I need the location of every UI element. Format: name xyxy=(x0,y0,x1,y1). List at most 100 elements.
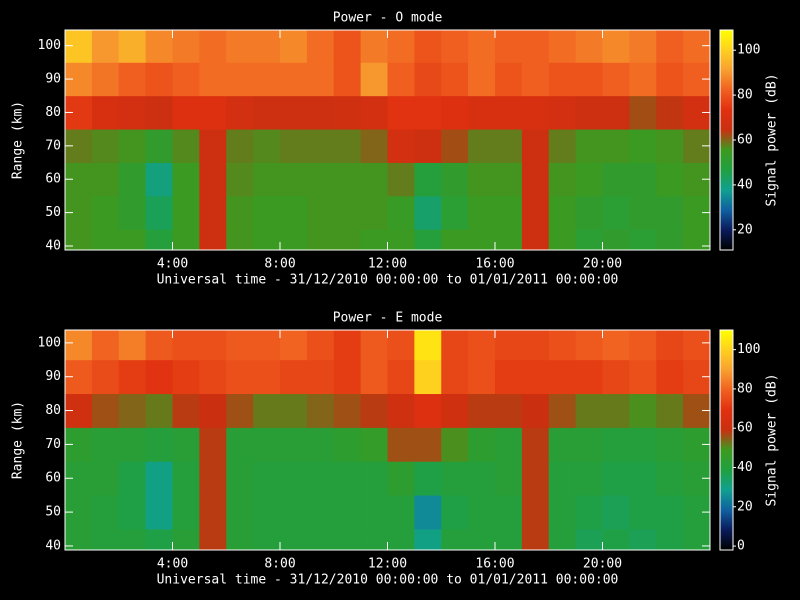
heatmap-cell xyxy=(91,129,120,163)
heatmap-cell xyxy=(333,461,362,496)
heatmap-cell xyxy=(253,393,281,428)
heatmap-cell xyxy=(441,330,469,361)
heatmap-cell xyxy=(495,359,523,395)
heatmap-cell xyxy=(468,495,496,530)
heatmap-cell xyxy=(306,330,335,361)
heatmap-cell xyxy=(91,461,120,496)
heatmap-cell xyxy=(414,427,442,462)
heatmap-cell xyxy=(172,461,200,496)
heatmap-cell xyxy=(548,529,577,551)
heatmap-cell xyxy=(199,461,227,496)
heatmap-cell xyxy=(306,129,335,163)
heatmap-cell xyxy=(253,129,281,163)
heatmap-cell xyxy=(280,330,308,361)
heatmap-cell xyxy=(629,359,657,395)
heatmap-cell xyxy=(333,529,362,551)
heatmap-cell xyxy=(306,95,335,130)
heatmap-cell xyxy=(65,529,93,551)
heatmap-cell xyxy=(91,162,120,197)
heatmap-cell xyxy=(118,195,147,230)
colorbar-label: Signal power (dB) xyxy=(765,73,780,206)
heatmap-cell xyxy=(172,30,200,63)
colorbar xyxy=(719,29,734,251)
heatmap-cell xyxy=(333,427,362,462)
heatmap-cell xyxy=(91,95,120,130)
heatmap-cell xyxy=(575,330,603,361)
heatmap-cell xyxy=(306,529,335,551)
heatmap-cell xyxy=(360,30,388,63)
heatmap-cell xyxy=(280,195,308,230)
heatmap-cell xyxy=(199,427,227,462)
heatmap-cell xyxy=(468,195,496,230)
heatmap-cell xyxy=(441,95,469,130)
heatmap-cell xyxy=(253,461,281,496)
heatmap-cell xyxy=(333,495,362,530)
heatmap-cell xyxy=(468,62,496,97)
heatmap-cell xyxy=(280,30,308,63)
heatmap-cell xyxy=(333,195,362,230)
heatmap-cell xyxy=(656,461,684,496)
colorbar-tick-label: 80 xyxy=(737,381,753,396)
heatmap-cell xyxy=(441,62,469,97)
heatmap-cell xyxy=(91,330,120,361)
heatmap-cell xyxy=(118,30,147,63)
heatmap-cell xyxy=(199,62,227,97)
heatmap-cell xyxy=(145,330,173,361)
heatmap-cell xyxy=(468,393,496,428)
y-axis-label: Range (km) xyxy=(11,401,26,479)
heatmap-cell xyxy=(548,195,577,230)
heatmap-cell xyxy=(280,529,308,551)
heatmap-cell xyxy=(602,30,630,63)
heatmap-cell xyxy=(145,529,173,551)
heatmap-cell xyxy=(306,62,335,97)
heatmap-cell xyxy=(306,461,335,496)
x-tick-label: 12:00 xyxy=(368,557,407,572)
heatmap-cell xyxy=(199,195,227,230)
x-tick-label: 16:00 xyxy=(475,557,514,572)
heatmap-cell xyxy=(91,229,120,251)
heatmap-cell xyxy=(656,195,684,230)
heatmap-cell xyxy=(118,359,147,395)
heatmap-cell xyxy=(306,495,335,530)
heatmap-cell xyxy=(602,495,630,530)
heatmap-cell xyxy=(172,330,200,361)
heatmap-cell xyxy=(172,529,200,551)
heatmap-cell xyxy=(575,195,603,230)
x-tick-label: 4:00 xyxy=(157,557,188,572)
heatmap-cell xyxy=(414,461,442,496)
heatmap-cell xyxy=(548,62,577,97)
heatmap-cell xyxy=(521,30,550,63)
heatmap-cell xyxy=(414,330,442,361)
heatmap-cell xyxy=(226,62,254,97)
heatmap-cell xyxy=(65,229,93,251)
heatmap-cell xyxy=(629,229,657,251)
heatmap-cell xyxy=(495,129,523,163)
heatmap-cell xyxy=(387,62,415,97)
heatmap-cell xyxy=(521,330,550,361)
x-axis-label: Universal time - 31/12/2010 00:00:00 to … xyxy=(157,573,619,588)
heatmap-cell xyxy=(333,393,362,428)
heatmap-cell xyxy=(306,393,335,428)
heatmap-cell xyxy=(656,30,684,63)
heatmap-cell xyxy=(199,30,227,63)
heatmap-cell xyxy=(548,162,577,197)
heatmap-cell xyxy=(629,330,657,361)
heatmap-cell xyxy=(387,393,415,428)
heatmap-cell xyxy=(280,427,308,462)
heatmap-cell xyxy=(360,393,388,428)
heatmap-cell xyxy=(629,427,657,462)
heatmap-cell xyxy=(521,229,550,251)
heatmap-cell xyxy=(548,95,577,130)
heatmap-cell xyxy=(575,359,603,395)
heatmap-cell xyxy=(253,330,281,361)
heatmap-cell xyxy=(629,495,657,530)
heatmap-cell xyxy=(172,393,200,428)
heatmap-cell xyxy=(306,427,335,462)
heatmap-cell xyxy=(145,62,173,97)
heatmap-cell xyxy=(468,427,496,462)
heatmap-cell xyxy=(656,393,684,428)
heatmap-cell xyxy=(575,62,603,97)
y-axis-label: Range (km) xyxy=(11,101,26,179)
heatmap-cell xyxy=(414,30,442,63)
y-tick-label: 60 xyxy=(45,172,61,187)
